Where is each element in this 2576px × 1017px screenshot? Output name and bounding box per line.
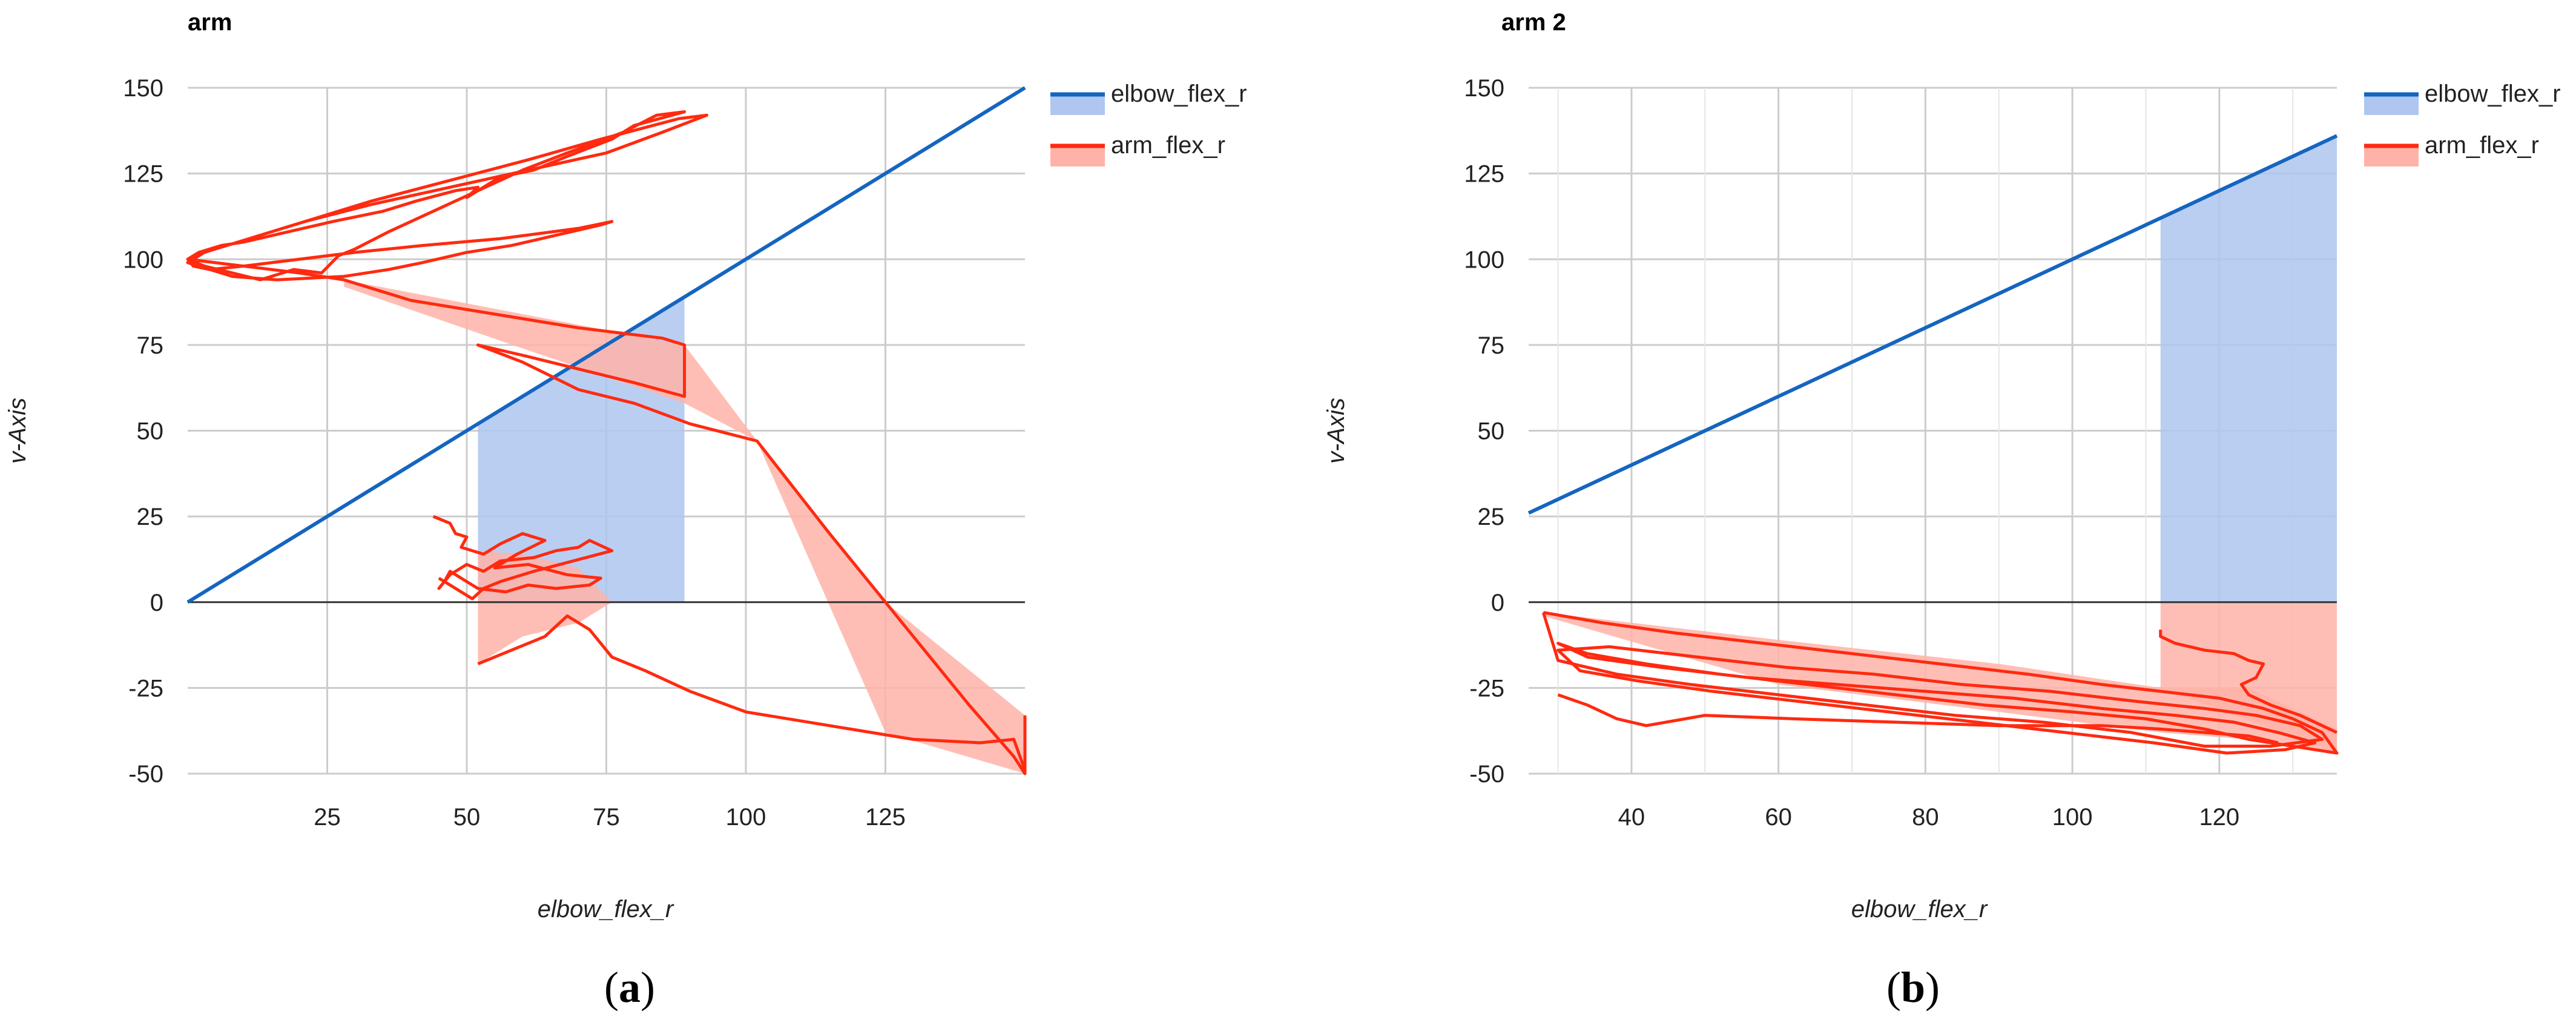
chart-b-x-axis-title: elbow_flex_r [1851,896,1988,923]
chart-a-ytick-label: 150 [123,75,163,102]
chart-b-xtick-label: 40 [1618,804,1645,831]
chart-a-ytick-label: -50 [128,761,163,788]
chart-b-ytick-label: 125 [1464,161,1504,188]
chart-b-ytick-label: -25 [1469,675,1504,702]
chart-a-series-arm-path [477,614,1027,771]
chart-a-band-arm [344,280,1026,774]
chart-a-y-axis-title: v-Axis [4,398,31,464]
chart-a-ytick-label: -25 [128,675,163,702]
chart-a-ytick-label: 125 [123,161,163,188]
chart-a-series-arm-path [186,110,708,281]
chart-b-title: arm 2 [1501,9,1566,36]
chart-b-band-elbow [2160,136,2337,602]
chart-a-ytick-label: 25 [137,504,164,530]
chart-b-ytick-label: 150 [1464,75,1504,102]
chart-b-series-arm-path [1541,611,2339,755]
chart-b-xtick-label: 80 [1912,804,1939,831]
chart-a-xtick-label: 25 [314,804,341,831]
chart-b-xtick-label: 120 [2199,804,2239,831]
chart-b-ytick-label: 50 [1478,418,1505,445]
chart-a-series-arm-path [432,515,614,601]
chart-b-y-axis-title: v-Axis [1323,398,1349,464]
chart-b-xtick-label: 100 [2052,804,2093,831]
chart-b-ytick-label: 0 [1491,590,1504,616]
chart-a-legend-swatch-elbow [1050,94,1105,115]
chart-a-xtick-label: 50 [453,804,481,831]
chart-a-ytick-label: 75 [137,332,164,359]
panel-b-chart: 150 125 100 75 50 25 0 -25 -50 40 60 80 100 120 arm 2 e… [1323,9,2561,923]
chart-a-xtick-label: 125 [865,804,906,831]
chart-b-legend-label: arm_flex_r [2425,132,2539,159]
chart-a-ytick-label: 50 [137,418,164,445]
chart-a-legend-swatch-arm [1050,146,1105,166]
chart-a-title: arm [188,9,232,36]
chart-b-xtick-label: 60 [1765,804,1792,831]
chart-a-legend-label: arm_flex_r [1111,132,1225,159]
chart-a-xtick-label: 100 [726,804,766,831]
chart-b-legend-swatch-arm [2364,146,2419,166]
chart-b-series-arm-path [2159,630,2338,734]
chart-a-series-elbow-line [186,86,1026,604]
chart-a-x-axis-title: elbow_flex_r [538,896,674,923]
panel-a-label: (a) [604,963,655,1012]
chart-b-ytick-label: 100 [1464,246,1504,273]
panel-b-label: (b) [1886,963,1940,1012]
chart-a-xtick-label: 75 [593,804,620,831]
chart-a-series-arm-path [187,257,1027,775]
chart-b-series-elbow-line [1527,134,2338,515]
chart-b-legend-swatch-elbow [2364,94,2419,115]
chart-b-ytick-label: 75 [1478,332,1505,359]
chart-a-legend-label: elbow_flex_r [1111,81,1247,107]
chart-a-ytick-label: 0 [150,590,163,616]
chart-b-legend-label: elbow_flex_r [2425,81,2561,107]
chart-b-ytick-label: 25 [1478,504,1505,530]
chart-b-ytick-label: -50 [1469,761,1504,788]
chart-b-series-arm-path [1557,693,2279,745]
chart-b-band-arm [2160,602,2337,754]
panel-a-chart: 150 125 100 75 50 25 0 -25 -50 25 50 75 100 125 arm elb… [4,9,1247,923]
chart-a-ytick-label: 100 [123,246,163,273]
